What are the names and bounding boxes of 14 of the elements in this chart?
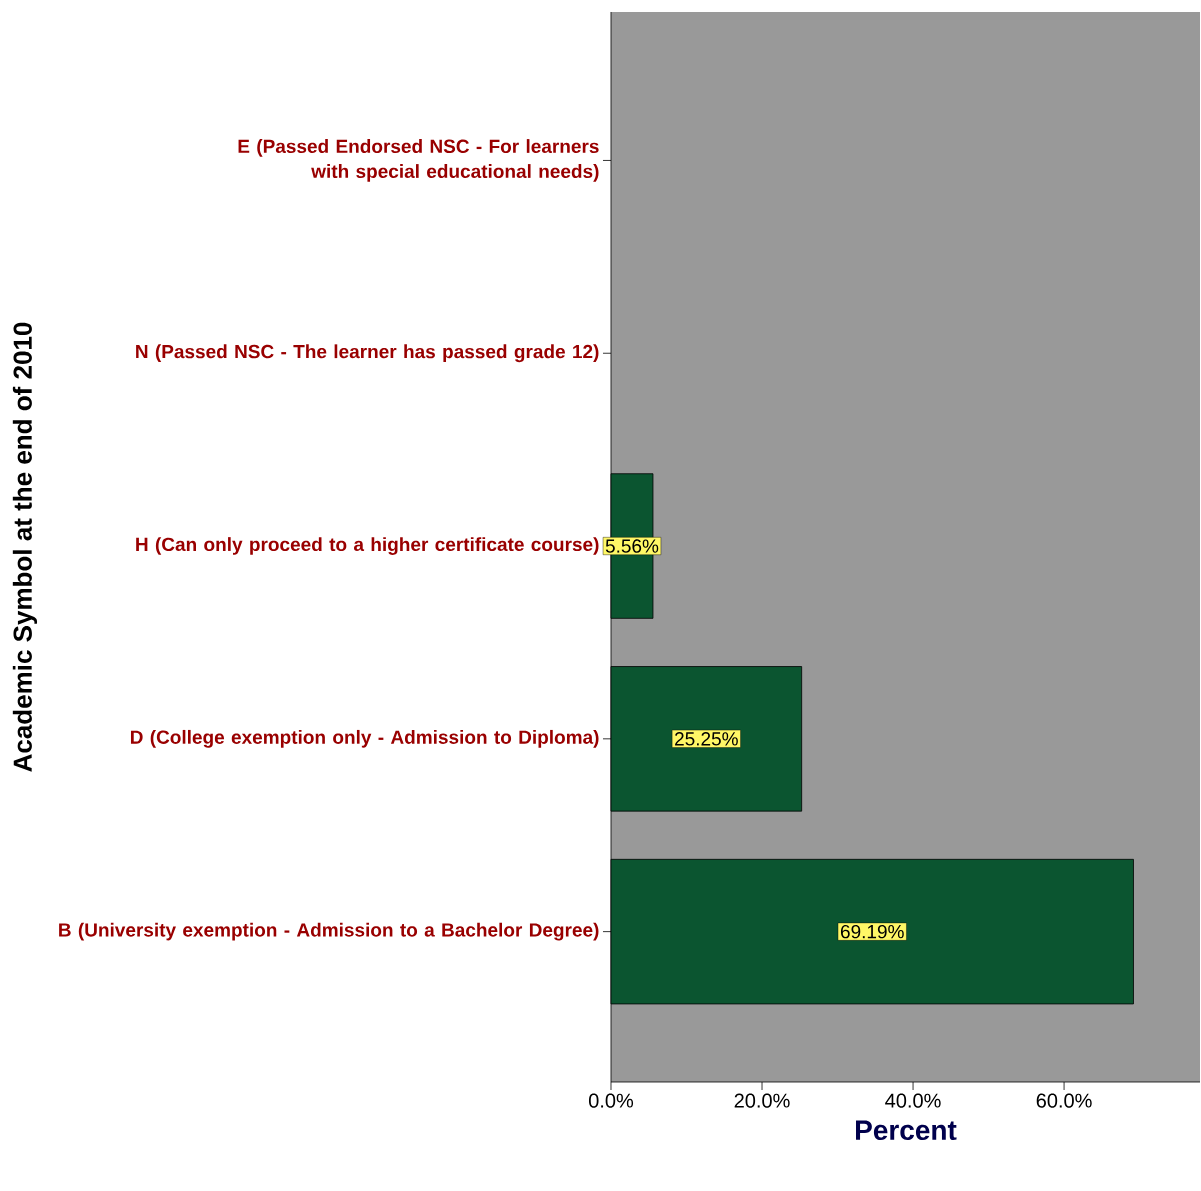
x-tick-label: 40.0% [885,1093,941,1108]
x-tick-label: 0.0% [588,1093,634,1108]
y-tick-label: N (Passed NSC - The learner has passed grade 12) [136,344,599,363]
y-tick-label: H (Can only proceed to a higher certificate course) [136,537,599,555]
data-label: 25.25% [675,732,738,746]
data-label: 69.19% [840,924,904,939]
y-tick-label: E (Passed Endorsed NSC - For learners with special educational needs) [238,139,599,182]
y-axis-title: Academic Symbol at the end of 2010 [12,322,38,772]
y-tick-label: B (University exemption - Admission to a Bachelor Degree) [59,922,599,941]
x-tick-label: 60.0% [1036,1093,1092,1108]
data-label: 5.56% [605,539,659,553]
y-tick-label: D (College exemption only - Admission to Diploma) [130,729,599,748]
x-axis-title: Percent [856,1120,957,1141]
x-tick-label: 20.0% [734,1093,790,1108]
